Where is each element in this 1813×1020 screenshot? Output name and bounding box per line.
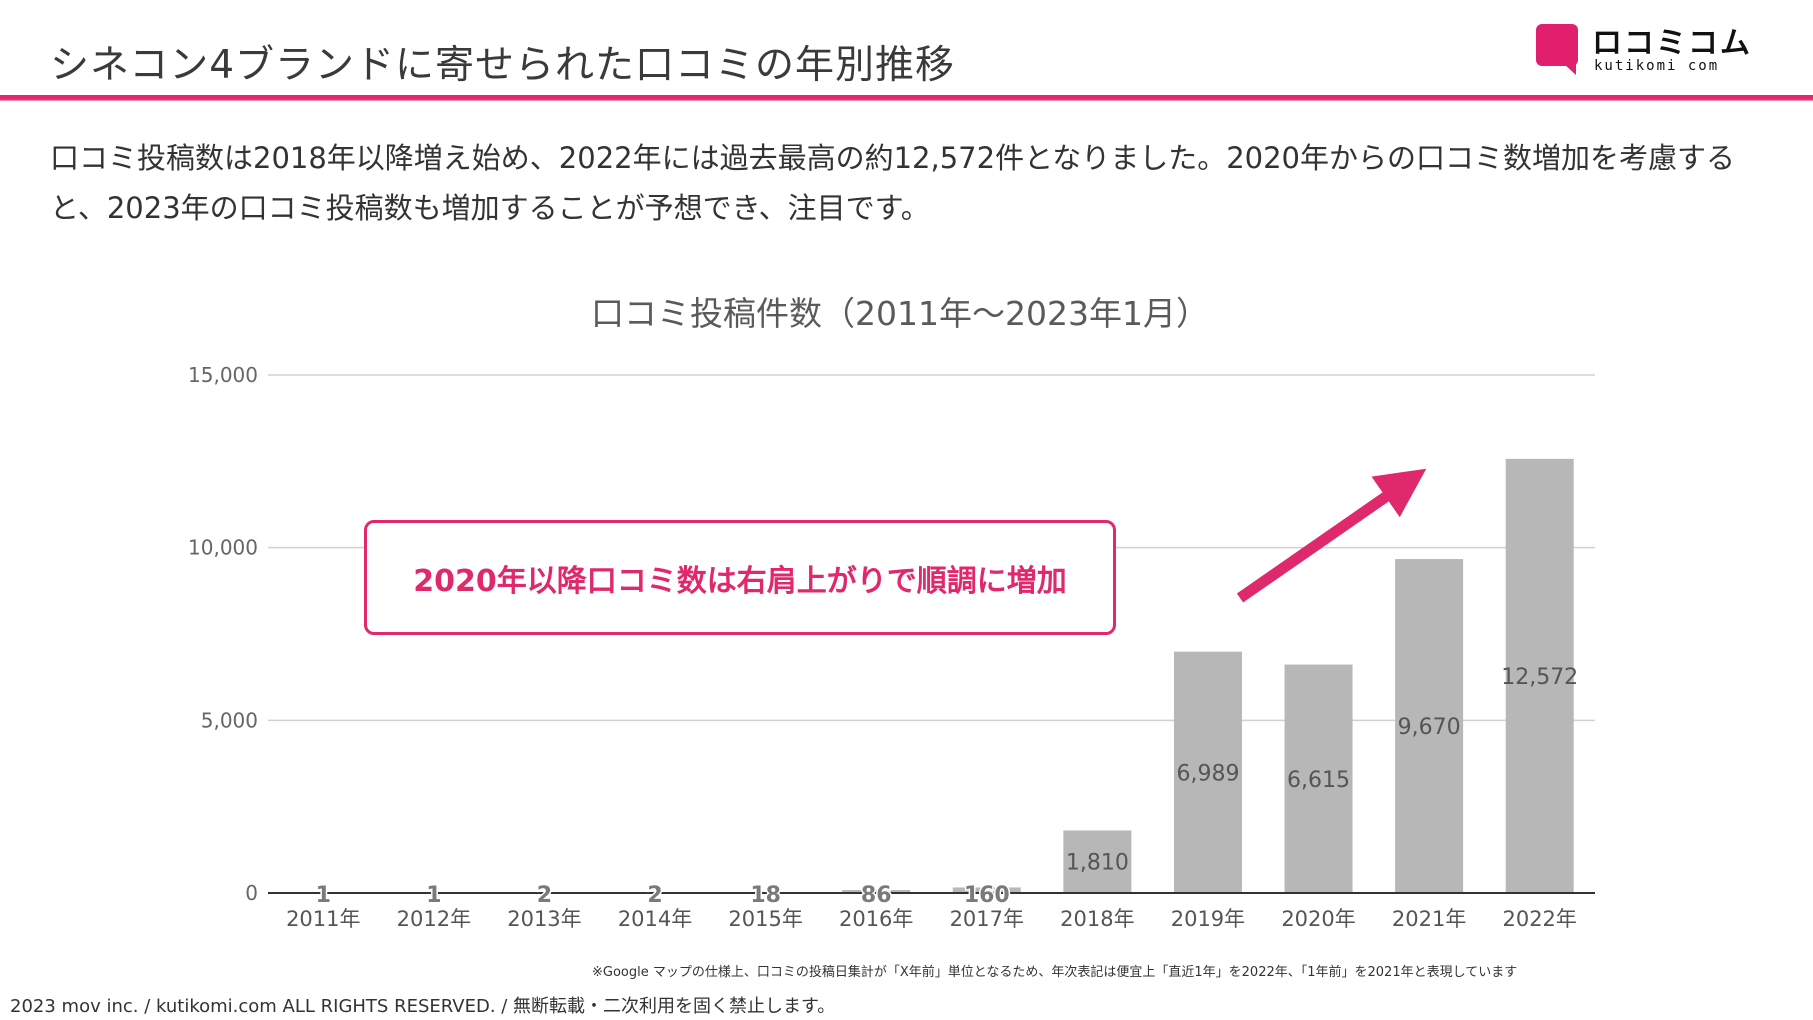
x-tick-label: 2019年: [1171, 907, 1245, 931]
bar: [842, 890, 911, 893]
y-tick-label: 5,000: [201, 708, 258, 732]
bar: [1284, 664, 1353, 893]
data-label: 1: [426, 883, 441, 908]
copyright: 2023 mov inc. / kutikomi.com ALL RIGHTS …: [10, 996, 836, 1017]
brand-logo[interactable]: ロコミコム kutikomi com: [1536, 20, 1750, 76]
x-tick-label: 2018年: [1060, 907, 1134, 931]
lead-paragraph: 口コミ投稿数は2018年以降増え始め、2022年には過去最高の約12,572件と…: [50, 141, 1736, 225]
bar: [1063, 830, 1132, 893]
y-tick-label: 0: [245, 881, 258, 905]
page-title: シネコン4ブランドに寄せられた口コミの年別推移: [50, 43, 956, 88]
data-label: 2: [537, 883, 552, 908]
x-tick-label: 2013年: [507, 907, 581, 931]
x-tick-label: 2015年: [728, 907, 802, 931]
footnote: ※Google マップの仕様上、口コミの投稿日集計が「X年前」単位となるため、年…: [592, 965, 1518, 980]
x-tick-label: 2012年: [397, 907, 471, 931]
data-label: 2: [647, 883, 662, 908]
x-tick-label: 2016年: [839, 907, 913, 931]
trend-arrow: [1236, 468, 1427, 603]
x-tick-label: 2011年: [286, 907, 360, 931]
bar: [952, 887, 1021, 893]
chart-title: 口コミ投稿件数（2011年～2023年1月）: [591, 294, 1209, 333]
data-label: 86: [861, 883, 892, 908]
y-tick-label: 15,000: [188, 363, 258, 387]
trend-callout: 2020年以降口コミ数は右肩上がりで順調に増加: [364, 520, 1116, 635]
y-tick-label: 10,000: [188, 536, 258, 560]
x-tick-label: 2020年: [1281, 907, 1355, 931]
bar: [1173, 651, 1242, 893]
data-label: 18: [750, 883, 781, 908]
bar: [1505, 458, 1574, 893]
data-label: 6,615: [1287, 768, 1350, 793]
x-tick-label: 2014年: [618, 907, 692, 931]
bar: [1395, 559, 1464, 893]
data-label: 1,810: [1066, 851, 1129, 876]
data-label: 12,572: [1501, 665, 1578, 690]
data-label: 1: [316, 883, 331, 908]
x-tick-label: 2021年: [1392, 907, 1466, 931]
logo-text-en: kutikomi com: [1594, 58, 1720, 74]
data-label: 160: [964, 883, 1010, 908]
header-divider: [0, 95, 1813, 101]
x-tick-label: 2017年: [950, 907, 1024, 931]
x-tick-label: 2022年: [1502, 907, 1576, 931]
data-label: 6,989: [1176, 761, 1239, 786]
data-label: 9,670: [1398, 715, 1461, 740]
logo-text-jp: ロコミコム: [1592, 26, 1752, 61]
speech-bubble-icon: [1536, 24, 1578, 75]
